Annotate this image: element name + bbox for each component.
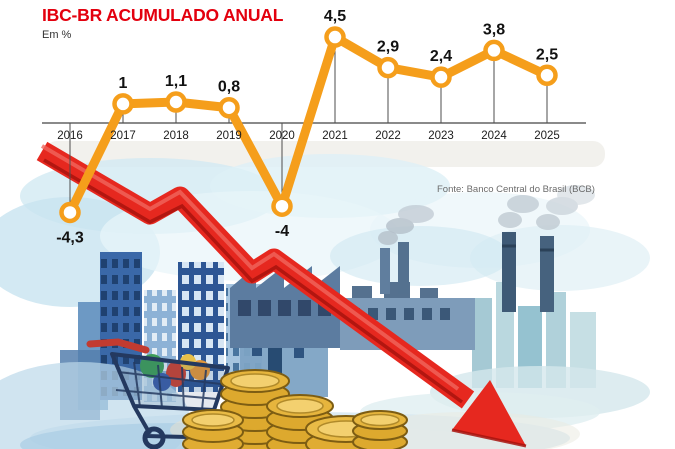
data-point-2017 (112, 93, 134, 115)
data-point-2016 (59, 201, 81, 224)
chart-header: IBC-BR ACUMULADO ANUAL Em % (42, 5, 283, 41)
value-label-2018: 1,1 (165, 73, 187, 90)
gold-coin-stacks (182, 369, 408, 449)
data-point-2021 (324, 26, 346, 48)
chart-title: IBC-BR ACUMULADO ANUAL (42, 5, 284, 25)
data-point-2024 (483, 39, 505, 62)
year-label-2023: 2023 (428, 130, 454, 142)
year-label-2016: 2016 (57, 130, 83, 142)
chart-subtitle: Em % (42, 29, 72, 41)
value-label-2020: -4 (275, 223, 289, 240)
year-label-2020: 2020 (269, 130, 295, 142)
red-downtrend-arrow (36, 141, 527, 448)
year-label-2019: 2019 (216, 130, 242, 142)
year-label-2025: 2025 (534, 130, 560, 142)
value-label-2016: -4,3 (56, 229, 84, 246)
value-label-2022: 2,9 (377, 39, 399, 56)
data-point-2019 (218, 96, 240, 119)
value-label-2017: 1 (119, 75, 128, 92)
cart-wheel (142, 426, 166, 449)
value-label-2024: 3,8 (483, 21, 505, 38)
data-point-2025 (536, 64, 558, 86)
smokestacks (378, 185, 595, 312)
value-label-2019: 0,8 (218, 79, 240, 96)
value-label-2021: 4,5 (324, 8, 346, 25)
data-point-2020 (271, 195, 293, 217)
source-note: Fonte: Banco Central do Brasil (BCB) (437, 184, 595, 195)
year-label-2024: 2024 (481, 130, 507, 142)
data-point-2022 (377, 56, 399, 79)
value-label-2025: 2,5 (536, 46, 558, 63)
year-label-2018: 2018 (163, 130, 189, 142)
year-label-2017: 2017 (110, 130, 136, 142)
data-point-2023 (430, 66, 452, 88)
value-label-2023: 2,4 (430, 48, 452, 65)
year-label-2022: 2022 (375, 130, 401, 142)
year-label-2021: 2021 (322, 130, 348, 142)
data-point-2018 (165, 91, 187, 113)
trend-line (65, 32, 552, 217)
